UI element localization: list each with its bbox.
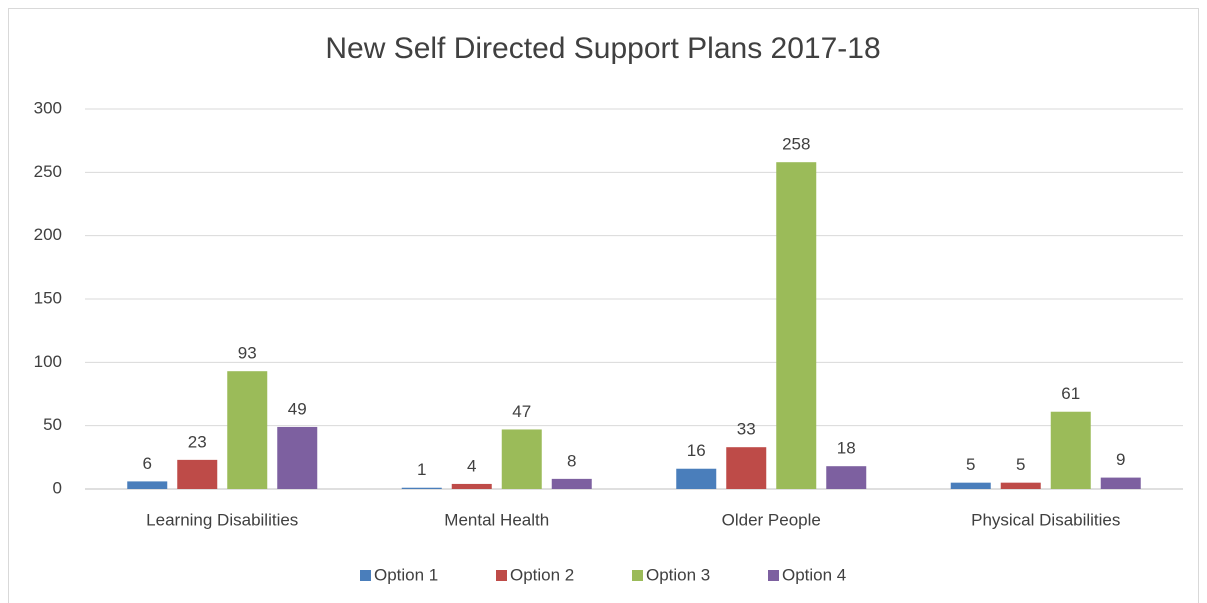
data-label: 6 [143,454,152,473]
bar [451,483,492,489]
bar [127,481,168,489]
y-tick-label: 150 [34,288,62,307]
bar [501,429,542,489]
data-label: 16 [687,441,706,460]
x-tick-label: Learning Disabilities [146,510,298,529]
data-label: 8 [567,451,576,470]
chart-border [8,8,1199,603]
y-tick-label: 50 [43,415,62,434]
bar [676,468,717,489]
legend-swatch [496,570,507,581]
data-label: 4 [467,456,476,475]
y-tick-label: 200 [34,225,62,244]
data-label: 47 [512,402,531,421]
bar [826,466,867,489]
x-tick-label: Mental Health [444,510,549,529]
bar [726,447,767,489]
data-label: 33 [737,420,756,439]
legend-swatch [768,570,779,581]
legend-label: Option 3 [646,565,710,584]
legend-label: Option 1 [374,565,438,584]
legend-swatch [632,570,643,581]
data-label: 1 [417,460,426,479]
legend-label: Option 4 [782,565,846,584]
bar [277,426,318,489]
y-tick-label: 250 [34,162,62,181]
y-tick-label: 0 [53,478,62,497]
bar [950,482,991,489]
bar [227,371,268,489]
data-label: 5 [1016,455,1025,474]
bar [401,487,442,489]
data-label: 61 [1061,384,1080,403]
chart-title: New Self Directed Support Plans 2017-18 [325,32,880,65]
data-label: 258 [782,135,810,154]
x-tick-label: Older People [722,510,821,529]
bar [776,162,817,489]
y-tick-label: 100 [34,352,62,371]
data-label: 49 [288,399,307,418]
legend-swatch [360,570,371,581]
data-label: 93 [238,344,257,363]
bar [1050,411,1091,489]
bar [1100,477,1141,489]
y-tick-label: 300 [34,98,62,117]
bar [1000,482,1041,489]
x-tick-label: Physical Disabilities [971,510,1120,529]
data-label: 23 [188,432,207,451]
data-label: 9 [1116,450,1125,469]
data-label: 18 [837,439,856,458]
legend-label: Option 2 [510,565,574,584]
bar [177,459,218,489]
bar [551,478,592,489]
data-label: 5 [966,455,975,474]
